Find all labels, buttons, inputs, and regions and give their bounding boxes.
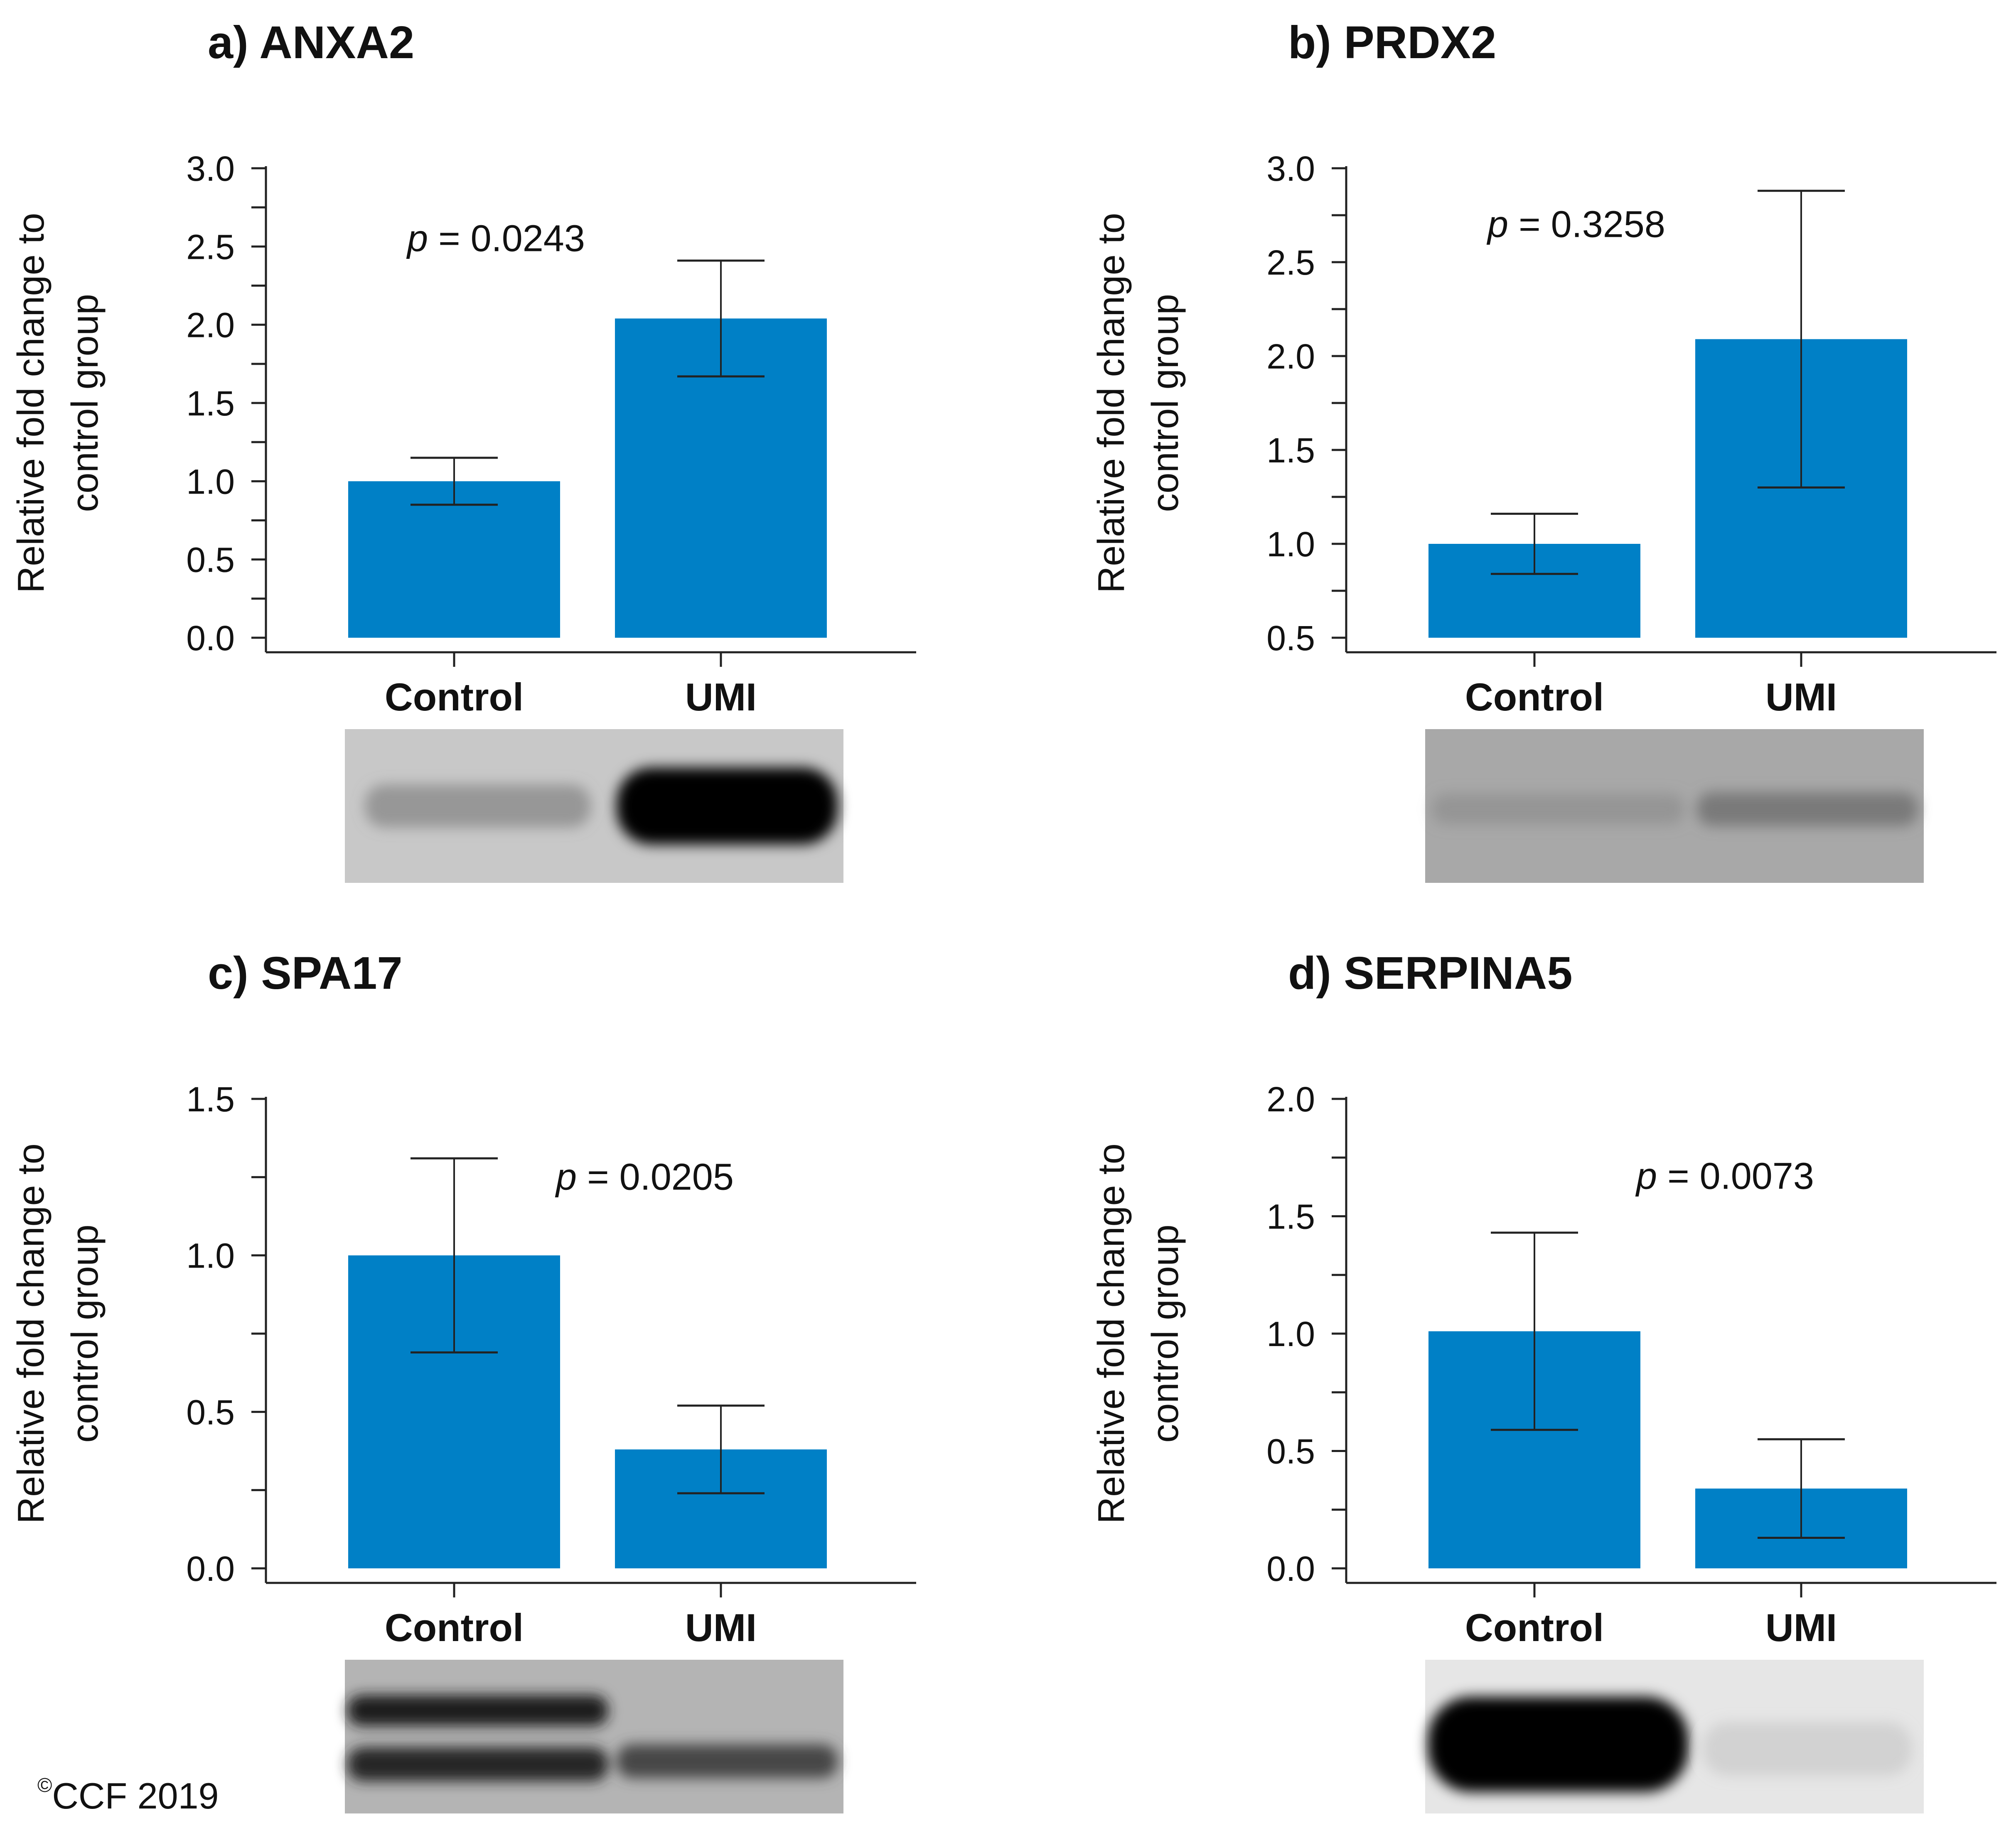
p-value-annotation: p = 0.0243	[406, 218, 585, 260]
chart-panel-c: c) SPA17 0.0 0.5 1.0 1.5 Relative fold change…	[10, 948, 916, 1813]
chart-title: b) PRDX2	[1288, 17, 1496, 68]
x-tick-label-umi: UMI	[685, 1606, 757, 1649]
y-axis-label-line: Relative fold change to	[1091, 213, 1132, 593]
chart-panel-b: b) PRDX2 0.5 1.0 1.5 2.0 2.5 3.0 Relative fold …	[1091, 17, 1996, 883]
y-tick-label: 0.0	[1266, 1549, 1315, 1588]
y-axis-label-line: control group	[64, 1224, 106, 1442]
y-tick-label: 1.0	[186, 1236, 235, 1275]
y-tick-label: 1.5	[1266, 431, 1315, 470]
y-tick-label: 1.5	[186, 384, 235, 423]
copyright-text: CCF 2019	[52, 1775, 219, 1816]
blot-band	[347, 1695, 608, 1726]
x-tick-label-control: Control	[385, 675, 524, 719]
chart-title: c) SPA17	[208, 948, 403, 999]
y-tick-label: 1.0	[186, 462, 235, 501]
x-tick-label-umi: UMI	[685, 675, 757, 719]
y-tick-label: 1.0	[1266, 525, 1315, 564]
y-tick-label: 1.5	[186, 1080, 235, 1119]
blot-band	[1697, 792, 1918, 826]
western-blot-image	[345, 729, 843, 883]
blot-band	[1703, 1722, 1912, 1776]
blot-band	[617, 1744, 838, 1778]
y-tick-label: 2.5	[1266, 243, 1315, 282]
x-tick-label-control: Control	[1465, 675, 1604, 719]
bar-control	[348, 481, 560, 638]
p-value-annotation: p = 0.0073	[1635, 1155, 1814, 1197]
y-tick-label: 0.5	[186, 541, 235, 580]
chart-title: d) SERPINA5	[1288, 948, 1573, 999]
x-tick-label-umi: UMI	[1765, 1606, 1837, 1649]
blot-band	[365, 784, 591, 828]
chart-panel-a: a) ANXA2 0.0 0.5 1.0 1.5 2.0 2.5 3.0 Relative fo…	[10, 17, 916, 883]
p-value-annotation: p = 0.3258	[1486, 204, 1665, 246]
y-axis-label-line: control group	[64, 294, 106, 512]
y-axis-label-line: Relative fold change to	[10, 1143, 52, 1524]
x-tick-label-control: Control	[1465, 1606, 1604, 1649]
blot-band	[617, 767, 838, 845]
x-tick-label-umi: UMI	[1765, 675, 1837, 719]
y-tick-label: 0.5	[1266, 619, 1315, 658]
blot-band	[1432, 794, 1684, 825]
y-axis-label-line: control group	[1145, 294, 1186, 512]
blot-background	[345, 1660, 843, 1813]
y-tick-label: 3.0	[1266, 149, 1315, 188]
copyright-symbol: ©	[37, 1774, 52, 1796]
blot-band	[347, 1747, 608, 1781]
y-tick-label: 2.0	[186, 306, 235, 345]
western-blot-image	[1425, 1660, 1924, 1813]
y-axis-label-line: Relative fold change to	[1091, 1143, 1132, 1524]
y-tick-label: 0.0	[186, 1549, 235, 1588]
y-tick-label: 2.5	[186, 227, 235, 266]
y-tick-label: 2.0	[1266, 337, 1315, 376]
y-axis-label-line: control group	[1145, 1224, 1186, 1442]
western-blot-image	[1425, 729, 1924, 883]
y-tick-label: 0.5	[186, 1393, 235, 1432]
western-blot-image	[345, 1660, 843, 1813]
chart-title: a) ANXA2	[208, 17, 414, 68]
blot-band	[1428, 1696, 1689, 1792]
copyright-notice: ©CCF 2019	[37, 1774, 219, 1817]
y-axis-label-line: Relative fold change to	[10, 213, 52, 593]
y-tick-label: 0.5	[1266, 1432, 1315, 1471]
y-tick-label: 1.5	[1266, 1197, 1315, 1236]
y-tick-label: 0.0	[186, 619, 235, 658]
y-tick-label: 3.0	[186, 149, 235, 188]
p-value-annotation: p = 0.0205	[555, 1156, 734, 1198]
x-tick-label-control: Control	[385, 1606, 524, 1649]
y-tick-label: 1.0	[1266, 1315, 1315, 1354]
chart-panel-d: d) SERPINA5 0.0 0.5 1.0 1.5 2.0 Relative fold …	[1091, 948, 1996, 1813]
y-tick-label: 2.0	[1266, 1080, 1315, 1119]
